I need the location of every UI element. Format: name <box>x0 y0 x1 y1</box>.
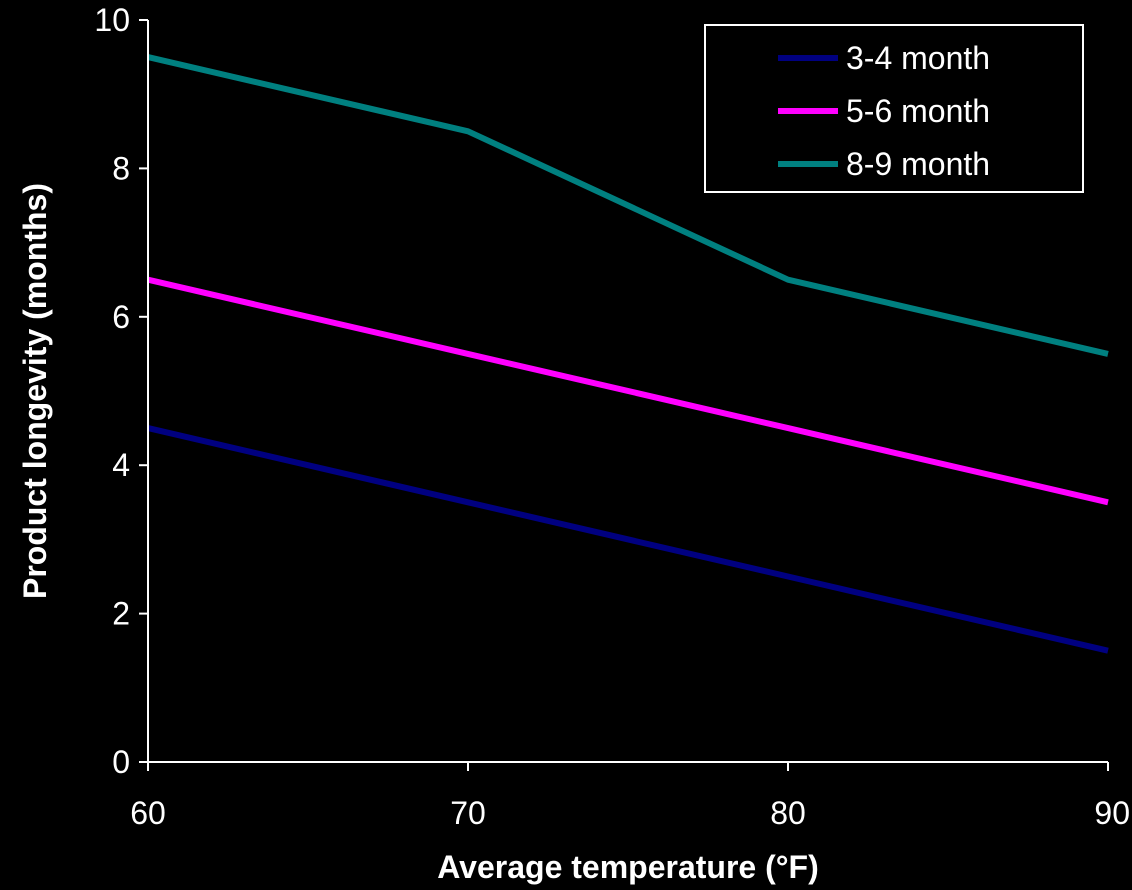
x-tick-label: 80 <box>770 795 806 831</box>
x-axis-ticks: 60 70 80 90 <box>130 762 1130 831</box>
y-tick-label: 0 <box>112 744 130 780</box>
y-tick-label: 4 <box>112 447 130 483</box>
series-line-5-6-month <box>147 276 1109 506</box>
legend-box <box>704 24 1084 193</box>
x-tick-label: 70 <box>450 795 486 831</box>
y-tick-label: 10 <box>94 2 130 38</box>
series-line-3-4-month <box>147 425 1109 654</box>
y-axis-ticks: 0 2 4 6 8 10 <box>94 2 148 780</box>
legend-label: 8-9 month <box>846 146 990 182</box>
y-tick-label: 8 <box>112 150 130 186</box>
y-tick-label: 2 <box>112 596 130 632</box>
legend: 3-4 month 5-6 month 8-9 month <box>704 24 1084 193</box>
x-axis-title: Average temperature (°F) <box>437 849 819 885</box>
legend-label: 5-6 month <box>846 93 990 129</box>
x-tick-label: 60 <box>130 795 166 831</box>
legend-label: 3-4 month <box>846 40 990 76</box>
legend-items: 3-4 month 5-6 month 8-9 month <box>778 40 990 182</box>
x-tick-label: 90 <box>1094 795 1130 831</box>
y-axis-title: Product longevity (months) <box>17 183 53 599</box>
y-tick-label: 6 <box>112 299 130 335</box>
series-line-8-9-month <box>147 54 1109 357</box>
series-lines <box>147 54 1109 654</box>
